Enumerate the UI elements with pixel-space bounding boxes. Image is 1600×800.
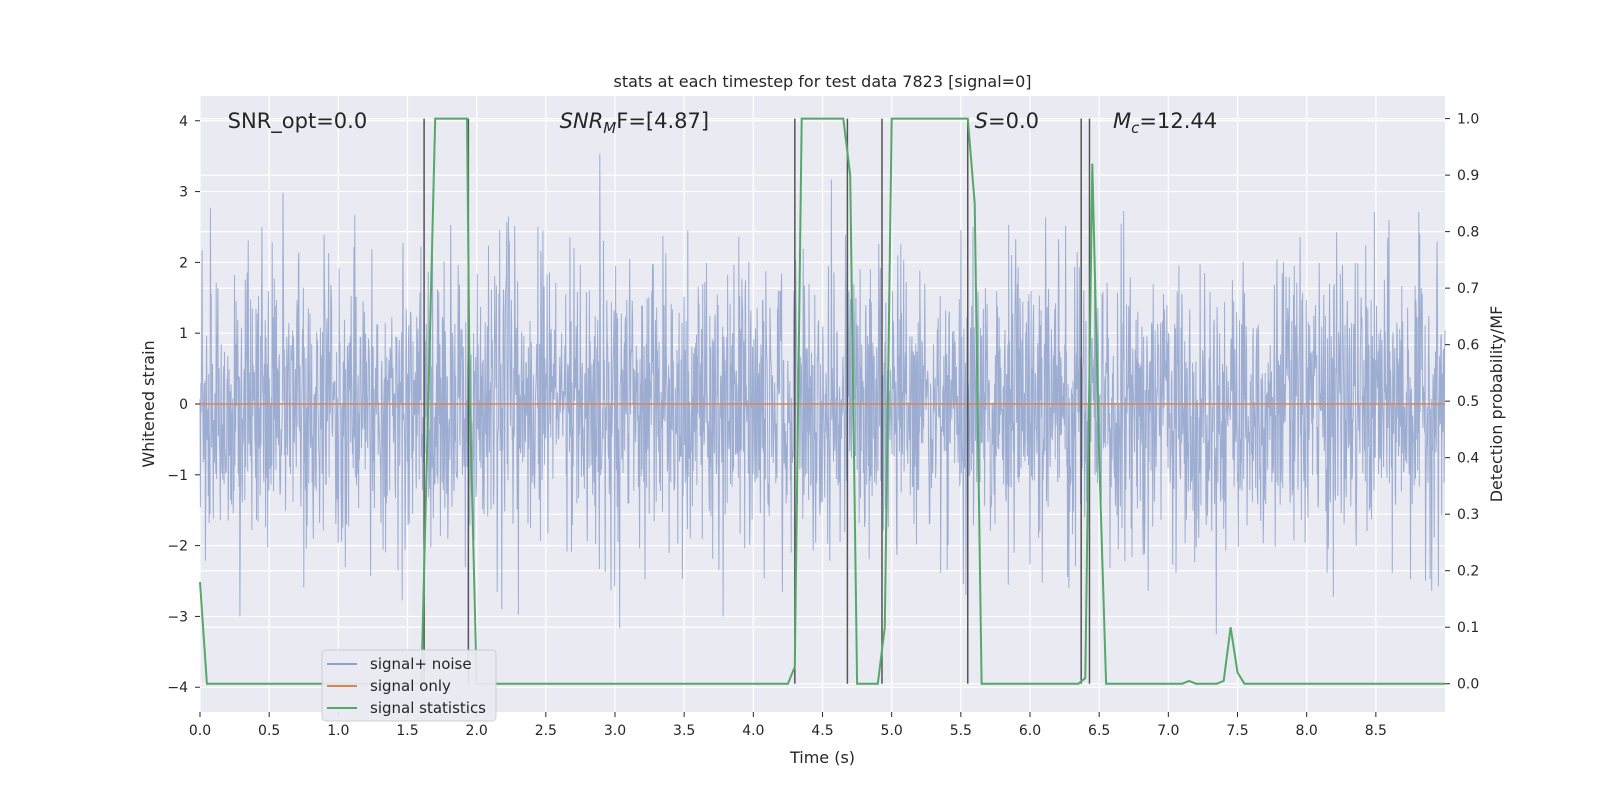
x-tick-label: 2.0	[466, 723, 488, 739]
x-tick-label: 8.0	[1296, 723, 1318, 739]
annotation-mc-part: M	[1113, 109, 1131, 133]
annotation-s-part: S	[975, 109, 988, 133]
y-left-tick-label: 0	[179, 397, 188, 413]
y-right-tick-label: 1.0	[1457, 112, 1479, 128]
annotation-s-part: =0.0	[988, 109, 1039, 133]
y-axis-left-ticks: −4 −3 −2 −1 0 1 2 3 4	[167, 114, 200, 696]
x-tick-label: 1.0	[327, 723, 349, 739]
x-tick-label: 8.5	[1365, 723, 1387, 739]
x-tick-label: 6.0	[1019, 723, 1041, 739]
y-left-tick-label: −2	[167, 539, 188, 555]
legend-label: signal only	[370, 677, 451, 695]
x-tick-label: 5.0	[881, 723, 903, 739]
y-axis-right-ticks: 0.0 0.1 0.2 0.3 0.4 0.5 0.6 0.7 0.8 0.9 1.0	[1445, 112, 1479, 693]
y-right-tick-label: 0.8	[1457, 225, 1479, 241]
legend-box	[321, 649, 497, 722]
y-left-tick-label: −1	[167, 468, 188, 484]
y-right-tick-label: 0.9	[1457, 168, 1479, 184]
annotations: SNR_opt=0.0 SNRMF=[4.87] S=0.0 Mc=12.44	[228, 109, 1217, 137]
annotation-snr-mf-part: F=[4.87]	[616, 109, 709, 133]
annotation-snr-mf-part: SNR	[560, 109, 604, 133]
y-left-tick-label: 4	[179, 114, 188, 130]
x-tick-label: 5.5	[950, 723, 972, 739]
legend-label: signal+ noise	[370, 655, 472, 673]
y-right-tick-label: 0.4	[1457, 451, 1479, 467]
y-left-tick-label: 3	[179, 185, 188, 201]
x-axis-ticks: 0.0 0.5 1.0 1.5 2.0 2.5 3.0 3.5 4.0 4.5 5.0 5.5 6.0 6…	[189, 712, 1387, 739]
y-right-tick-label: 0.6	[1457, 338, 1479, 354]
x-tick-label: 4.5	[811, 723, 833, 739]
x-tick-label: 7.0	[1157, 723, 1179, 739]
x-tick-label: 1.5	[396, 723, 418, 739]
x-tick-label: 4.0	[742, 723, 764, 739]
noise-line	[199, 153, 1446, 635]
y-right-tick-label: 0.5	[1457, 394, 1479, 410]
chart-title: stats at each timestep for test data 782…	[613, 72, 1031, 91]
x-tick-label: 2.5	[535, 723, 557, 739]
y-left-tick-label: 1	[179, 326, 188, 342]
annotation-mc-part: =12.44	[1139, 109, 1217, 133]
legend: signal+ noise signal only signal statistic…	[321, 649, 497, 722]
x-tick-label: 3.5	[673, 723, 695, 739]
annotation-s: S=0.0	[975, 109, 1039, 133]
annotation-mc-part: c	[1131, 119, 1140, 137]
x-tick-label: 6.5	[1088, 723, 1110, 739]
y-left-tick-label: 2	[179, 255, 188, 271]
y-right-tick-label: 0.0	[1457, 677, 1479, 693]
series-signal-noise	[199, 153, 1446, 635]
annotation-snr-opt: SNR_opt=0.0	[228, 109, 368, 134]
y-right-tick-label: 0.2	[1457, 564, 1479, 580]
y-right-tick-label: 0.1	[1457, 620, 1479, 636]
x-axis-title: Time (s)	[789, 748, 855, 767]
annotation-snr-mf: SNRMF=[4.87]	[560, 109, 709, 137]
legend-label: signal statistics	[370, 699, 486, 717]
y-axis-right-title: Detection probability/MF	[1487, 306, 1506, 503]
x-tick-label: 0.0	[189, 723, 211, 739]
y-left-tick-label: −3	[167, 609, 188, 625]
signal-statistics-line	[199, 117, 1445, 685]
x-tick-label: 3.0	[604, 723, 626, 739]
series-signal-statistics	[199, 117, 1445, 685]
x-tick-label: 0.5	[258, 723, 280, 739]
y-axis-left-title: Whitened strain	[139, 340, 158, 467]
y-left-tick-label: −4	[167, 680, 188, 696]
annotation-snr-mf-part: M	[603, 119, 616, 137]
y-right-tick-label: 0.7	[1457, 281, 1479, 297]
y-right-tick-label: 0.3	[1457, 507, 1479, 523]
x-tick-label: 7.5	[1226, 723, 1248, 739]
annotation-mc: Mc=12.44	[1113, 109, 1217, 137]
